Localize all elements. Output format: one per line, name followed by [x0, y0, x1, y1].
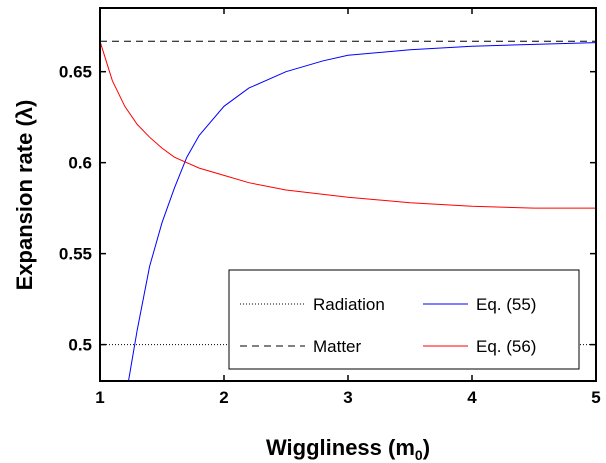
y-tick-label: 0.5 — [68, 336, 92, 355]
x-tick-label: 5 — [591, 388, 600, 407]
series-layer — [99, 40, 597, 382]
x-tick-label: 4 — [467, 388, 477, 407]
x-tick-label: 3 — [343, 388, 352, 407]
series-line-eq-55 — [128, 42, 597, 382]
y-axis-label: Expansion rate (λ) — [12, 100, 37, 291]
y-tick-label: 0.55 — [59, 245, 92, 264]
legend-label-eq55: Eq. (55) — [476, 295, 536, 314]
legend-label-radiation: Radiation — [313, 295, 385, 314]
y-tick-label: 0.65 — [59, 63, 92, 82]
x-tick-label: 1 — [95, 388, 104, 407]
y-tick-label: 0.6 — [68, 154, 92, 173]
x-axis-label: Wiggliness (m0) — [266, 435, 430, 463]
x-tick-label: 2 — [219, 388, 228, 407]
series-line-eq-56 — [99, 41, 596, 209]
legend-label-matter: Matter — [313, 337, 362, 356]
plot-frame — [99, 7, 597, 382]
legend-box — [228, 269, 580, 370]
legend-label-eq56: Eq. (56) — [476, 337, 536, 356]
legend: Radiation Matter Eq. (55) Eq. (56) — [228, 269, 580, 370]
